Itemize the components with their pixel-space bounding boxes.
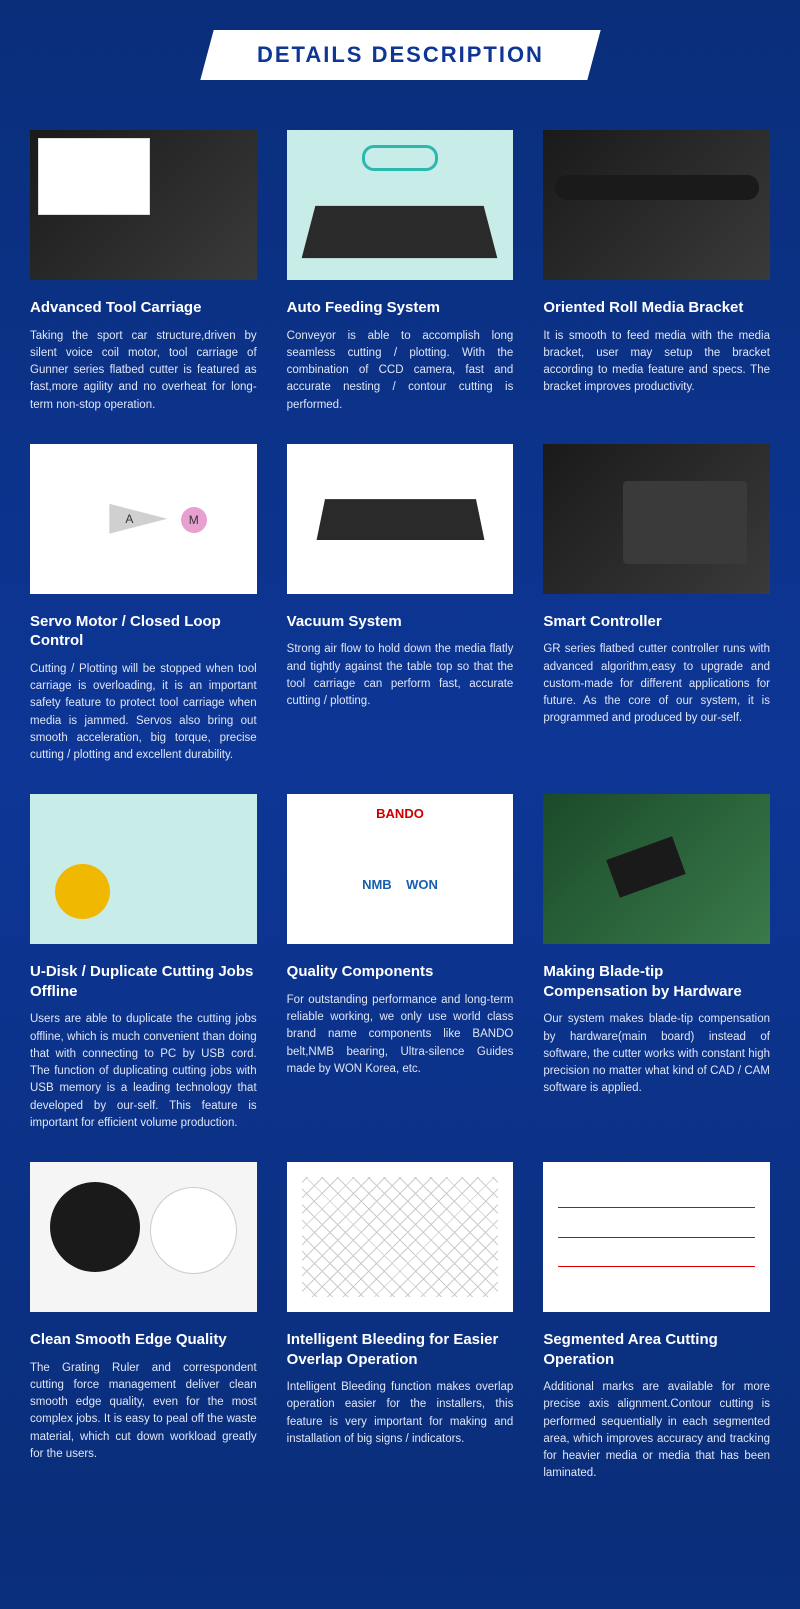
feature-image — [30, 1162, 257, 1312]
feature-description: Strong air flow to hold down the media f… — [287, 641, 514, 710]
feature-image — [287, 444, 514, 594]
feature-image — [543, 794, 770, 944]
feature-grid: Advanced Tool Carriage Taking the sport c… — [0, 130, 800, 1523]
feature-card: Auto Feeding System Conveyor is able to a… — [287, 130, 514, 414]
feature-card: Making Blade-tip Compensation by Hardwar… — [543, 794, 770, 1132]
feature-title: Oriented Roll Media Bracket — [543, 298, 770, 318]
feature-image — [30, 130, 257, 280]
feature-description: Conveyor is able to accomplish long seam… — [287, 328, 514, 414]
feature-card: Vacuum System Strong air flow to hold dow… — [287, 444, 514, 765]
feature-title: Auto Feeding System — [287, 298, 514, 318]
feature-title: Segmented Area Cutting Operation — [543, 1330, 770, 1369]
feature-title: Vacuum System — [287, 612, 514, 632]
feature-description: For outstanding performance and long-ter… — [287, 992, 514, 1078]
feature-image — [30, 794, 257, 944]
feature-title: Quality Components — [287, 962, 514, 982]
feature-description: Intelligent Bleeding function makes over… — [287, 1379, 514, 1448]
feature-card: Quality Components For outstanding perfor… — [287, 794, 514, 1132]
feature-image — [543, 130, 770, 280]
feature-image — [543, 444, 770, 594]
feature-image — [287, 130, 514, 280]
feature-title: Advanced Tool Carriage — [30, 298, 257, 318]
feature-card: Advanced Tool Carriage Taking the sport c… — [30, 130, 257, 414]
feature-title: Clean Smooth Edge Quality — [30, 1330, 257, 1350]
feature-title: U-Disk / Duplicate Cutting Jobs Offline — [30, 962, 257, 1001]
page-header-banner: DETAILS DESCRIPTION — [200, 30, 600, 80]
feature-image — [287, 1162, 514, 1312]
feature-description: Taking the sport car structure,driven by… — [30, 328, 257, 414]
feature-description: It is smooth to feed media with the medi… — [543, 328, 770, 397]
feature-image — [543, 1162, 770, 1312]
feature-title: Servo Motor / Closed Loop Control — [30, 612, 257, 651]
page-title: DETAILS DESCRIPTION — [257, 42, 544, 68]
feature-image — [30, 444, 257, 594]
feature-description: Our system makes blade-tip compensation … — [543, 1011, 770, 1097]
feature-card: Servo Motor / Closed Loop Control Cutting… — [30, 444, 257, 765]
feature-card: Clean Smooth Edge Quality The Grating Rul… — [30, 1162, 257, 1483]
feature-card: U-Disk / Duplicate Cutting Jobs Offline U… — [30, 794, 257, 1132]
feature-card: Smart Controller GR series flatbed cutter… — [543, 444, 770, 765]
feature-description: Additional marks are available for more … — [543, 1379, 770, 1483]
feature-description: The Grating Ruler and correspondent cutt… — [30, 1360, 257, 1464]
feature-description: Cutting / Plotting will be stopped when … — [30, 661, 257, 765]
feature-image — [287, 794, 514, 944]
feature-card: Intelligent Bleeding for Easier Overlap … — [287, 1162, 514, 1483]
feature-description: GR series flatbed cutter controller runs… — [543, 641, 770, 727]
feature-card: Segmented Area Cutting Operation Addition… — [543, 1162, 770, 1483]
feature-description: Users are able to duplicate the cutting … — [30, 1011, 257, 1132]
feature-title: Smart Controller — [543, 612, 770, 632]
feature-card: Oriented Roll Media Bracket It is smooth … — [543, 130, 770, 414]
feature-title: Intelligent Bleeding for Easier Overlap … — [287, 1330, 514, 1369]
feature-title: Making Blade-tip Compensation by Hardwar… — [543, 962, 770, 1001]
